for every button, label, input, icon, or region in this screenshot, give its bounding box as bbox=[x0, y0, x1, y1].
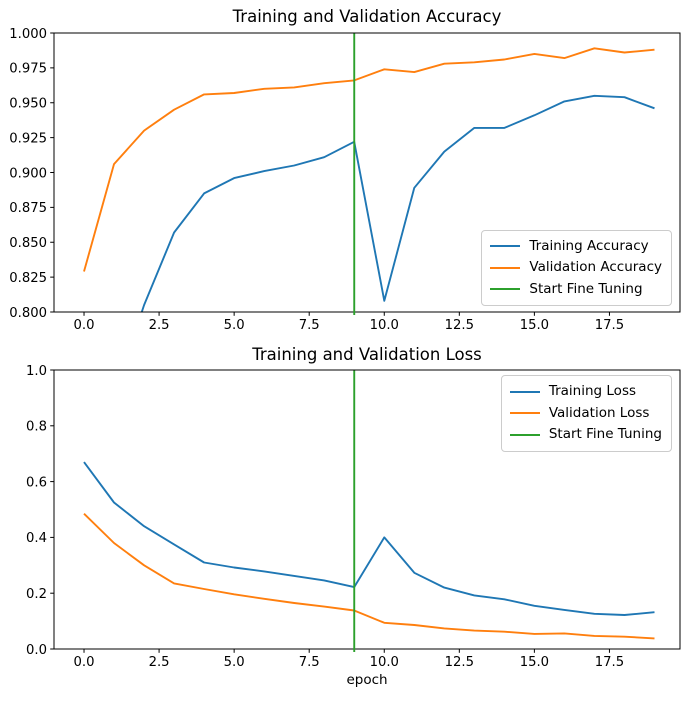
x-tick-label: 5.0 bbox=[224, 655, 245, 670]
x-tick-label: 7.5 bbox=[299, 318, 320, 333]
training-loss-swatch-icon bbox=[509, 390, 540, 393]
legend-item-validation-loss: Validation Loss bbox=[509, 403, 662, 425]
y-tick-label: 0.850 bbox=[9, 236, 47, 251]
accuracy-chart-title: Training and Validation Accuracy bbox=[232, 7, 502, 26]
accuracy-plot: 0.0 2.5 5.0 7.5 10.0 12.5 15.0 17.5 1.000 0.975 0.… bbox=[9, 27, 681, 333]
x-tick-label: 2.5 bbox=[149, 318, 170, 333]
y-tick-label: 0.6 bbox=[26, 475, 47, 490]
y-tick-label: 0.825 bbox=[9, 271, 47, 286]
legend-label: Start Fine Tuning bbox=[548, 426, 662, 442]
x-tick-label: 5.0 bbox=[224, 318, 245, 333]
loss-chart-title: Training and Validation Loss bbox=[251, 345, 482, 364]
x-tick-label: 2.5 bbox=[149, 655, 170, 670]
legend-label: Validation Loss bbox=[548, 404, 650, 421]
legend-item-start-fine-tuning: Start Fine Tuning bbox=[509, 424, 662, 446]
training-accuracy-line bbox=[140, 94, 655, 312]
x-tick-label: 17.5 bbox=[595, 655, 624, 670]
x-tick-label: 7.5 bbox=[299, 655, 320, 670]
x-tick-label: 15.0 bbox=[520, 655, 549, 670]
y-tick-label: 0.4 bbox=[26, 531, 47, 546]
x-tick-label: 0.0 bbox=[74, 318, 95, 333]
x-tick-label: 10.0 bbox=[370, 318, 399, 333]
loss-plot: 0.0 2.5 5.0 7.5 10.0 12.5 15.0 17.5 1.0 0.8 0.6 0.4… bbox=[26, 364, 681, 670]
validation-accuracy-swatch-icon bbox=[490, 266, 521, 269]
legend-item-validation-accuracy: Validation Accuracy bbox=[490, 257, 662, 279]
legend-item-start-fine-tuning: Start Fine Tuning bbox=[490, 279, 662, 301]
y-tick-label: 0.900 bbox=[9, 166, 47, 181]
y-tick-label: 1.0 bbox=[26, 364, 47, 379]
validation-loss-swatch-icon bbox=[509, 412, 540, 415]
x-tick-label: 12.5 bbox=[445, 318, 474, 333]
x-tick-label: 17.5 bbox=[595, 318, 624, 333]
y-tick-label: 0.8 bbox=[26, 420, 47, 435]
plot-border bbox=[53, 369, 681, 650]
y-tick-label: 0.800 bbox=[9, 306, 47, 321]
training-loss-line bbox=[83, 461, 655, 616]
loss-legend: Training Loss Validation Loss Start Fine T… bbox=[500, 375, 672, 452]
legend-label: Start Fine Tuning bbox=[529, 280, 643, 297]
validation-loss-line bbox=[83, 513, 655, 640]
x-tick-label: 12.5 bbox=[445, 655, 474, 670]
y-tick-label: 0.975 bbox=[9, 62, 47, 77]
plot-border bbox=[53, 32, 681, 313]
validation-accuracy-line bbox=[83, 47, 655, 272]
legend-label: Validation Accuracy bbox=[529, 259, 662, 275]
accuracy-legend: Training Accuracy Validation Accuracy Star… bbox=[481, 229, 672, 306]
legend-item-training-loss: Training Loss bbox=[509, 381, 662, 403]
y-tick-label: 0.0 bbox=[26, 643, 47, 658]
start-fine-tuning-swatch-icon bbox=[490, 288, 521, 291]
y-tick-label: 1.000 bbox=[9, 27, 47, 42]
x-tick-label: 15.0 bbox=[520, 318, 549, 333]
legend-item-training-accuracy: Training Accuracy bbox=[490, 236, 662, 258]
x-tick-label: 0.0 bbox=[74, 655, 95, 670]
training-accuracy-swatch-icon bbox=[490, 245, 521, 248]
y-tick-label: 0.2 bbox=[26, 587, 47, 602]
y-tick-label: 0.875 bbox=[9, 201, 47, 216]
legend-label: Training Accuracy bbox=[529, 237, 649, 254]
epoch-axis-label: epoch bbox=[346, 672, 387, 688]
x-tick-label: 10.0 bbox=[370, 655, 399, 670]
y-tick-label: 0.925 bbox=[9, 131, 47, 146]
start-fine-tuning-swatch-icon bbox=[509, 433, 540, 436]
y-tick-label: 0.950 bbox=[9, 97, 47, 112]
legend-label: Training Loss bbox=[548, 383, 637, 399]
